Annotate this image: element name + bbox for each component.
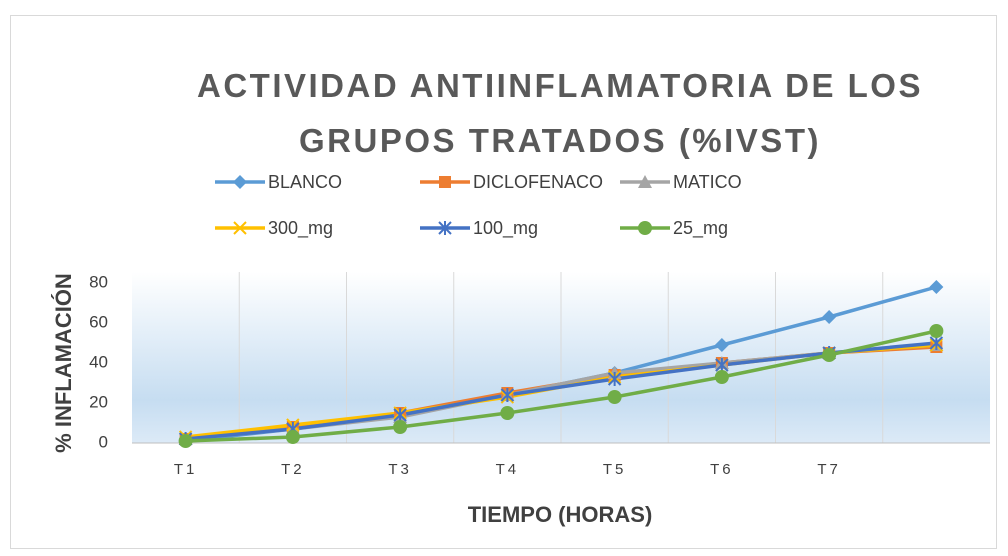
- chart-title: ACTIVIDAD ANTIINFLAMATORIA DE LOS GRUPOS…: [197, 67, 923, 159]
- marker: [393, 408, 407, 422]
- y-axis-title: % INFLAMACIÓN: [51, 273, 76, 453]
- x-tick-label: T7: [817, 461, 841, 478]
- legend-marker: [638, 175, 652, 188]
- x-tick-label: T1: [174, 461, 198, 478]
- marker: [178, 434, 193, 448]
- marker: [500, 388, 515, 402]
- legend-marker: [638, 221, 652, 235]
- marker: [929, 324, 944, 338]
- legend-marker: [233, 221, 247, 235]
- marker: [607, 372, 622, 386]
- y-tick-label: 80: [89, 272, 108, 291]
- x-tick-label: T3: [388, 461, 412, 478]
- series-line: [185, 341, 937, 441]
- legend-label: 100_mg: [473, 218, 538, 239]
- legend-marker: [233, 175, 247, 189]
- marker: [607, 390, 622, 404]
- series-line: [185, 329, 937, 443]
- legend-marker: [439, 176, 451, 188]
- legend-label: DICLOFENACO: [473, 172, 603, 192]
- x-tick-label: T5: [603, 461, 627, 478]
- x-tick-label: T6: [710, 461, 734, 478]
- marker: [715, 358, 729, 372]
- marker: [929, 280, 944, 294]
- marker: [500, 406, 515, 420]
- x-tick-label: T4: [496, 461, 520, 478]
- y-tick-label: 0: [99, 432, 108, 451]
- marker: [393, 420, 408, 434]
- legend-marker: [438, 221, 452, 235]
- y-tick-label: 60: [89, 312, 108, 331]
- legend-label: BLANCO: [268, 172, 342, 192]
- marker: [929, 336, 944, 350]
- marker: [822, 310, 837, 324]
- marker: [285, 430, 300, 444]
- x-axis-title: TIEMPO (HORAS): [468, 502, 653, 527]
- legend-label: 25_mg: [673, 218, 728, 239]
- marker: [714, 370, 729, 384]
- marker: [714, 338, 729, 352]
- y-tick-label: 20: [89, 392, 108, 411]
- y-tick-label: 40: [89, 352, 108, 371]
- legend-label: MATICO: [673, 172, 742, 192]
- legend-label: 300_mg: [268, 218, 333, 239]
- marker: [822, 348, 837, 362]
- x-tick-label: T2: [281, 461, 305, 478]
